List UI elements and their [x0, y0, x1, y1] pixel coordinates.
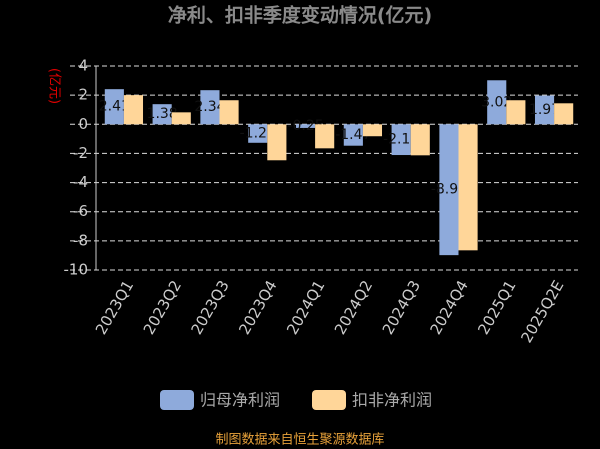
bar [362, 124, 383, 137]
x-tick-label: 2024Q2 [331, 277, 376, 338]
x-tick-label: 2025Q1 [474, 277, 519, 338]
chart-title: 净利、扣非季度变动情况(亿元) [168, 4, 432, 27]
y-axis-label: (亿元) [47, 68, 62, 104]
x-tick-label: 2024Q4 [427, 277, 472, 338]
y-tick-label: 0 [78, 115, 88, 133]
bar [248, 124, 268, 143]
bar [554, 103, 574, 125]
source-note: 制图数据来自恒生聚源数据库 [215, 432, 384, 448]
data-label: 3.02 [481, 94, 512, 110]
bar [123, 95, 144, 125]
y-tick-label: 2 [78, 86, 88, 104]
x-tick-label: 2024Q1 [283, 277, 328, 338]
x-tick-label: 2023Q4 [235, 277, 280, 338]
bar [152, 104, 172, 125]
bar [391, 124, 411, 156]
bar [219, 100, 239, 125]
bar [200, 90, 220, 125]
data-label: -8.98 [431, 182, 467, 198]
data-label: 1.38 [147, 106, 178, 122]
data-label: -1.27 [240, 126, 276, 142]
bar [315, 124, 335, 149]
x-tick-label: 2025Q2E [517, 277, 567, 346]
data-label: -2.11 [383, 132, 419, 148]
data-label: -1.47 [335, 127, 371, 143]
bar [534, 95, 555, 125]
x-tick-label: 2023Q3 [188, 277, 233, 338]
data-label: -0.25 [287, 118, 323, 134]
data-label: 2.34 [194, 99, 225, 115]
data-label: 1.97 [529, 102, 560, 118]
legend-label: 归母净利润 [200, 391, 280, 410]
data-label: 2.41 [99, 99, 130, 115]
bar [506, 100, 526, 125]
bar [458, 124, 478, 251]
x-tick-label: 2024Q3 [379, 277, 424, 338]
bar [104, 89, 124, 125]
bar [410, 124, 430, 156]
legend-swatch [312, 390, 346, 410]
y-tick-label: 4 [78, 57, 88, 75]
x-tick-label: 2023Q1 [92, 277, 137, 338]
y-tick-label: -10 [64, 261, 89, 279]
bar [487, 80, 507, 125]
x-tick-label: 2023Q2 [140, 277, 185, 338]
bar [267, 124, 287, 161]
bar [295, 124, 316, 128]
bar [171, 112, 191, 125]
bar [343, 124, 363, 146]
bar [439, 124, 459, 256]
legend-swatch [160, 390, 194, 410]
legend-label: 扣非净利润 [352, 391, 432, 410]
